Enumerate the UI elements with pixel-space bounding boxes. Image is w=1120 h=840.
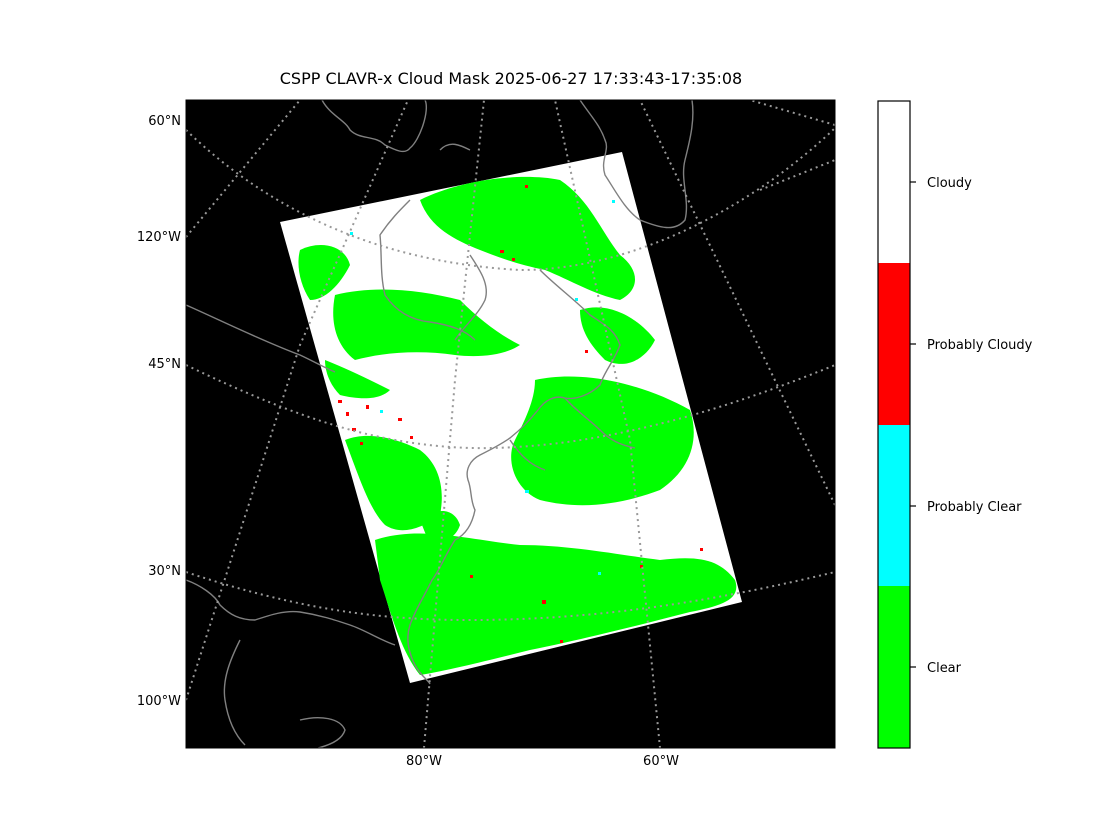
colorbar-label-probably-clear: Probably Clear [927,500,1022,515]
lon-label-120w: 120°W [137,230,181,245]
colorbar: Cloudy Probably Cloudy Probably Clear Cl… [877,100,1033,749]
lon-label-100w: 100°W [137,694,181,709]
lon-label-80w: 80°W [406,754,442,769]
probably-cloudy-speckles [338,185,703,643]
lat-label-30: 30°N [148,564,181,579]
chart-title: CSPP CLAVR-x Cloud Mask 2025-06-27 17:33… [279,69,743,88]
coastlines [186,100,694,748]
colorbar-label-probably-cloudy: Probably Cloudy [927,338,1033,353]
graticule [186,100,835,748]
map-frame [185,99,836,749]
map-content [186,100,835,748]
clear-regions [298,176,737,675]
colorbar-segment-clear [878,586,910,748]
colorbar-label-cloudy: Cloudy [927,176,972,191]
colorbar-segment-cloudy [878,101,910,263]
colorbar-segment-probably-cloudy [878,263,910,425]
lon-label-60w: 60°W [643,754,679,769]
lat-label-60: 60°N [148,114,181,129]
probably-clear-speckles [350,200,615,575]
lat-label-45: 45°N [148,357,181,372]
colorbar-frame [877,100,911,749]
colorbar-segment-probably-clear [878,425,910,586]
colorbar-label-clear: Clear [927,661,962,676]
